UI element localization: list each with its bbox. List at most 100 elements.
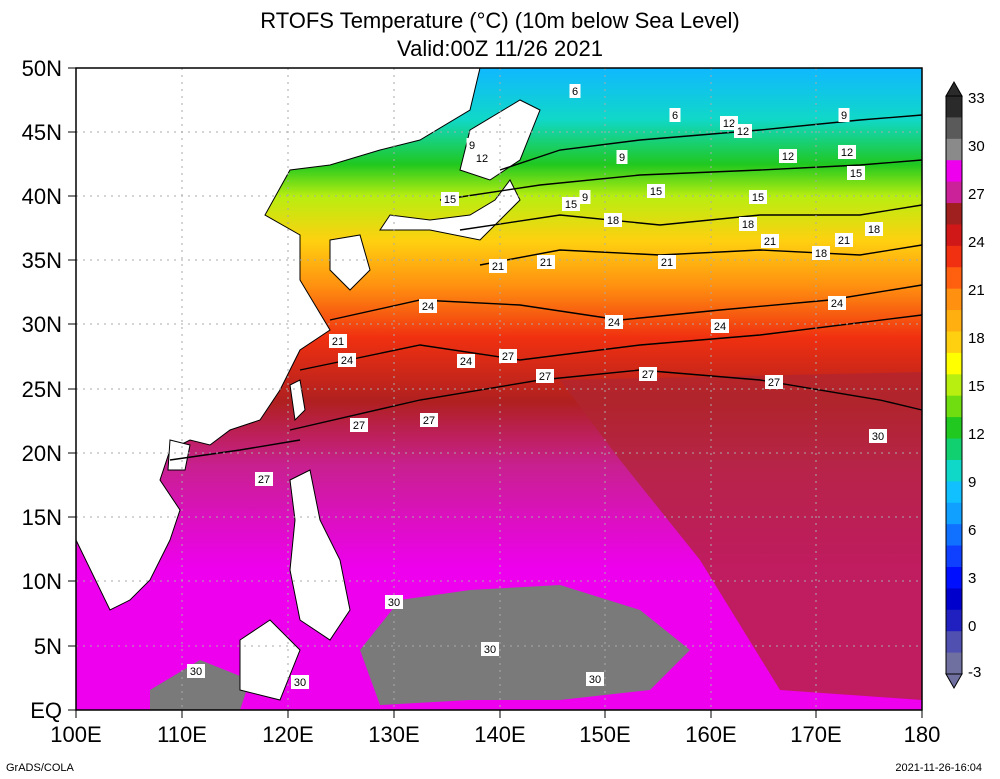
contour-label-box [639, 367, 657, 381]
contour-label: 24 [422, 301, 434, 313]
colorbar-swatch [946, 545, 962, 568]
colorbar-swatch [946, 374, 962, 397]
colorbar-swatch [946, 524, 962, 547]
timestamp-text: 2021-11-26-16:04 [895, 762, 982, 774]
colorbar-label-6: 6 [968, 522, 977, 539]
contour-label: 6 [572, 86, 578, 98]
contour-label: 21 [661, 257, 673, 269]
colorbar-swatch [946, 417, 962, 440]
colorbar-max-arrow [945, 80, 963, 97]
colorbar-label-3: 3 [968, 570, 977, 587]
colorbar-swatch [946, 181, 962, 204]
colorbar-swatch [946, 224, 962, 247]
colorbar-swatch [946, 395, 962, 418]
colorbar-label-24: 24 [968, 234, 985, 251]
colorbar-label-27: 27 [968, 186, 985, 203]
colorbar-swatch [946, 267, 962, 290]
colorbar-swatch [946, 160, 962, 183]
contour-label: 27 [768, 377, 780, 389]
contour-label: 12 [737, 126, 749, 138]
contour-label-box [828, 296, 846, 310]
colorbar-label-12: 12 [968, 426, 985, 443]
contour-label-box [605, 315, 623, 329]
contour-label-box [489, 259, 507, 273]
contour-label-box [457, 354, 475, 368]
contour-label: 27 [502, 351, 514, 363]
lon-label-110e: 110E [157, 722, 207, 747]
contour-label: 18 [607, 215, 619, 227]
contour-label-box [720, 116, 738, 130]
contour-label-box [579, 190, 591, 204]
contour-label-box [835, 233, 853, 247]
contour-label-box [537, 255, 555, 269]
lat-label-50n: 50N [21, 56, 62, 81]
contour-label: 30 [484, 644, 496, 656]
lat-label-30n: 30N [21, 312, 62, 337]
contour-label-box [669, 108, 681, 122]
contour-label-box [838, 145, 856, 159]
contour-label-box [734, 124, 752, 138]
lat-label-5n: 5N [33, 634, 62, 659]
contour-label-box [569, 84, 581, 98]
contour-label: 27 [423, 415, 435, 427]
contour-label: 30 [388, 597, 400, 609]
colorbar-frame [945, 95, 963, 675]
contour-label-box [481, 642, 499, 656]
contour-label-box [338, 353, 356, 367]
contour-label-box [441, 192, 459, 206]
colorbar-swatch [946, 138, 962, 161]
contour-label: 27 [642, 369, 654, 381]
lon-label-180: 180 [903, 722, 941, 747]
contour-label-box [255, 472, 273, 486]
colorbar-swatch [946, 609, 962, 632]
colorbar-label-15: 15 [968, 378, 985, 395]
contour-label: 24 [714, 321, 726, 333]
lat-label-eq: EQ [30, 698, 62, 723]
contour-label-box [385, 595, 403, 609]
colorbar-swatch [946, 352, 962, 375]
colorbar-swatch [946, 310, 962, 332]
contour-label: 21 [764, 236, 776, 248]
contour-label: 18 [868, 224, 880, 236]
colorbar-min-arrow [945, 673, 963, 690]
lat-label-45n: 45N [21, 120, 62, 145]
lat-label-10n: 10N [21, 569, 62, 594]
colorbar-label-33: 33 [968, 90, 985, 107]
colorbar-label-21: 21 [968, 282, 985, 299]
contour-label: 18 [815, 248, 827, 260]
asia-mainland [75, 67, 481, 611]
hot-water-region [360, 585, 690, 705]
colorbar-label-neg3: -3 [968, 664, 982, 681]
colorbar-label-9: 9 [968, 474, 977, 491]
axis-ticks [68, 67, 923, 718]
contour-label: 9 [841, 110, 847, 122]
contour-label-box [869, 429, 887, 443]
contour-label-box [711, 319, 729, 333]
contour-label: 12 [723, 118, 735, 130]
taiwan-island [289, 379, 306, 422]
colorbar-swatch [946, 203, 962, 225]
contour-label: 9 [469, 140, 475, 152]
contour-label-box [658, 255, 676, 269]
colorbar-swatch [946, 438, 962, 461]
colorbar-swatch [946, 502, 962, 525]
contour-label-box [536, 369, 554, 383]
contour-label-box [865, 222, 883, 236]
colorbar-swatch [946, 331, 962, 354]
contour-label: 15 [444, 194, 456, 206]
contour-label: 21 [540, 257, 552, 269]
colorbar-label-18: 18 [968, 330, 985, 347]
contour-label: 9 [582, 192, 588, 204]
lat-label-40n: 40N [21, 184, 62, 209]
contour-label-box [838, 108, 850, 122]
colorbar-swatch [946, 288, 962, 311]
colorbar-swatch [946, 117, 962, 140]
hot-water-region-west [150, 660, 250, 710]
contour-label: 15 [850, 168, 862, 180]
colorbar-swatch [946, 459, 962, 482]
contour-label: 21 [492, 261, 504, 273]
colorbar-swatch [946, 481, 962, 504]
lon-label-120e: 120E [262, 722, 314, 747]
